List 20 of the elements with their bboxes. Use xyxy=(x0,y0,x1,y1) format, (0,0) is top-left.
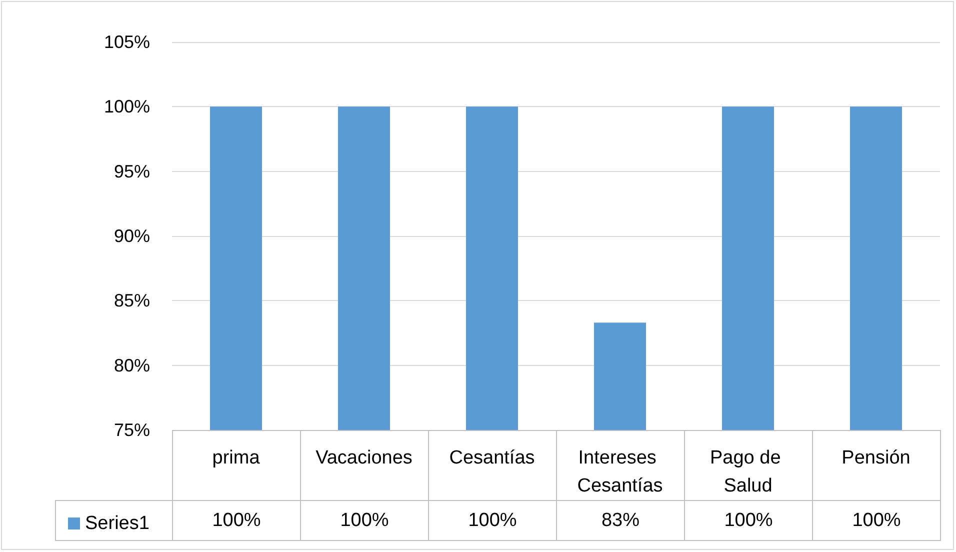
y-tick-label: 85% xyxy=(114,290,150,311)
y-tick-label: 90% xyxy=(114,226,150,246)
y-tick-label: 80% xyxy=(114,355,150,376)
x-tick-label: Pensión xyxy=(842,448,910,468)
data-label: 100% xyxy=(172,500,301,541)
x-tick-label: Vacaciones xyxy=(316,448,412,468)
y-tick-label: 95% xyxy=(114,161,150,182)
y-tick-label: 75% xyxy=(114,420,150,440)
x-tick-label: Intereses Cesantías xyxy=(577,448,663,496)
legend-label: Series1 xyxy=(85,513,150,534)
data-label: 100% xyxy=(812,500,941,541)
data-label: 100% xyxy=(684,500,813,541)
x-tick-label: Pago de Salud xyxy=(710,448,786,496)
x-tick-label: prima xyxy=(212,448,260,468)
y-tick-label: 105% xyxy=(104,32,150,52)
x-tick-label: Cesantías xyxy=(449,448,535,468)
y-tick-label: 100% xyxy=(104,96,150,117)
data-label: 100% xyxy=(300,500,429,541)
data-label: 100% xyxy=(428,500,557,541)
data-label: 83% xyxy=(556,500,685,541)
